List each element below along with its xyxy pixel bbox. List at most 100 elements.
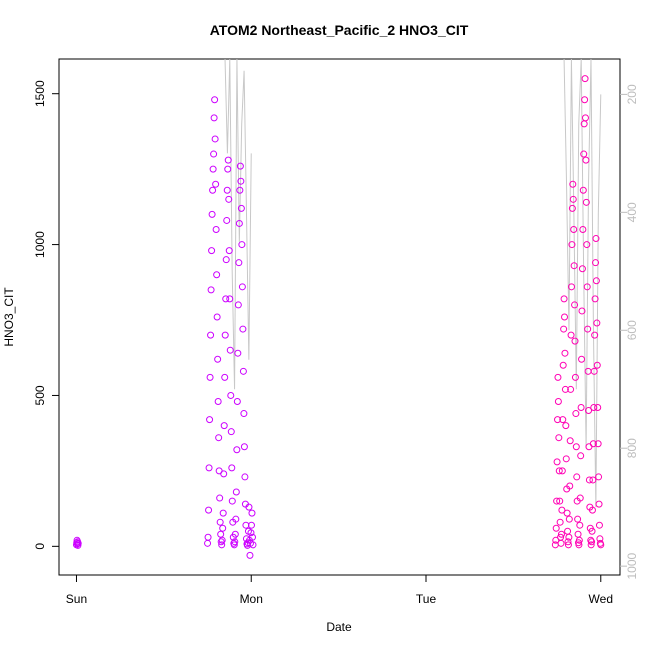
data-point bbox=[230, 541, 238, 549]
data-point bbox=[574, 530, 582, 538]
data-point bbox=[569, 195, 577, 203]
data-point bbox=[240, 410, 248, 418]
data-point bbox=[207, 331, 215, 339]
data-point bbox=[233, 397, 241, 405]
data-point bbox=[247, 529, 255, 537]
data-point bbox=[595, 500, 603, 508]
data-point bbox=[566, 437, 574, 445]
data-point bbox=[212, 180, 220, 188]
data-point bbox=[205, 464, 213, 472]
data-point bbox=[567, 385, 575, 393]
data-point bbox=[234, 349, 242, 357]
data-point bbox=[585, 476, 593, 484]
points-layer bbox=[72, 75, 605, 559]
data-point bbox=[208, 210, 216, 218]
data-point bbox=[222, 295, 230, 303]
data-point bbox=[585, 443, 593, 451]
data-point bbox=[238, 241, 246, 249]
data-point bbox=[558, 467, 566, 475]
data-point bbox=[240, 443, 248, 451]
data-point bbox=[204, 533, 212, 541]
data-point bbox=[583, 241, 591, 249]
data-point bbox=[588, 538, 596, 546]
data-point bbox=[593, 361, 601, 369]
data-point bbox=[571, 301, 579, 309]
data-point bbox=[554, 373, 562, 381]
data-point bbox=[220, 470, 228, 478]
data-point bbox=[215, 434, 223, 442]
data-point bbox=[247, 521, 255, 529]
data-point bbox=[241, 473, 249, 481]
data-point bbox=[579, 225, 587, 233]
data-point bbox=[554, 397, 562, 405]
y2-tick-label: 600 bbox=[625, 320, 639, 340]
y-tick-label: 500 bbox=[33, 385, 47, 405]
data-point bbox=[206, 373, 214, 381]
data-point bbox=[214, 355, 222, 363]
data-point bbox=[562, 422, 570, 430]
data-point bbox=[561, 313, 569, 321]
y2-tick-label: 800 bbox=[625, 438, 639, 458]
data-point bbox=[580, 150, 588, 158]
data-point bbox=[568, 241, 576, 249]
data-point bbox=[239, 325, 247, 333]
y-axis-label: HNO3_CIT bbox=[2, 287, 16, 347]
data-point bbox=[227, 391, 235, 399]
data-point bbox=[565, 515, 573, 523]
data-point bbox=[245, 503, 253, 511]
data-point bbox=[237, 204, 245, 212]
data-point bbox=[216, 494, 224, 502]
data-point bbox=[592, 235, 600, 243]
data-point bbox=[557, 530, 565, 538]
data-point bbox=[577, 404, 585, 412]
data-point bbox=[588, 527, 596, 535]
data-point bbox=[564, 538, 572, 546]
data-point bbox=[233, 446, 241, 454]
data-point bbox=[576, 494, 584, 502]
data-point bbox=[588, 506, 596, 514]
x-tick-label: Sun bbox=[66, 592, 87, 606]
data-point bbox=[594, 440, 602, 448]
y2-tick-label: 1000 bbox=[625, 552, 639, 579]
data-point bbox=[217, 538, 225, 546]
data-point bbox=[224, 165, 232, 173]
data-point bbox=[206, 416, 214, 424]
data-point bbox=[234, 301, 242, 309]
x-tick-label: Wed bbox=[589, 592, 613, 606]
data-point bbox=[555, 434, 563, 442]
data-point bbox=[571, 337, 579, 345]
data-point bbox=[584, 367, 592, 375]
data-point bbox=[594, 404, 602, 412]
data-point bbox=[218, 536, 226, 544]
y2-tick-label: 400 bbox=[625, 202, 639, 222]
data-point bbox=[592, 259, 600, 267]
data-point bbox=[553, 458, 561, 466]
data-point bbox=[591, 295, 599, 303]
data-point bbox=[552, 536, 560, 544]
data-point bbox=[210, 114, 218, 122]
data-point bbox=[568, 204, 576, 212]
data-point bbox=[249, 541, 257, 549]
plot-frame bbox=[58, 58, 621, 576]
data-point bbox=[555, 467, 563, 475]
data-point bbox=[582, 156, 590, 164]
data-point bbox=[223, 216, 231, 224]
data-point bbox=[226, 295, 234, 303]
data-point bbox=[590, 404, 598, 412]
data-point bbox=[74, 539, 82, 547]
data-point bbox=[576, 521, 584, 529]
data-point bbox=[553, 497, 561, 505]
data-point bbox=[225, 247, 233, 255]
data-point bbox=[219, 524, 227, 532]
data-point bbox=[565, 533, 573, 541]
data-point bbox=[557, 539, 565, 547]
data-point bbox=[561, 385, 569, 393]
data-point bbox=[570, 225, 578, 233]
data-point bbox=[228, 464, 236, 472]
data-point bbox=[561, 349, 569, 357]
data-point bbox=[226, 346, 234, 354]
data-point bbox=[575, 541, 583, 549]
data-point bbox=[577, 452, 585, 460]
data-point bbox=[581, 96, 589, 104]
data-point bbox=[231, 538, 239, 546]
